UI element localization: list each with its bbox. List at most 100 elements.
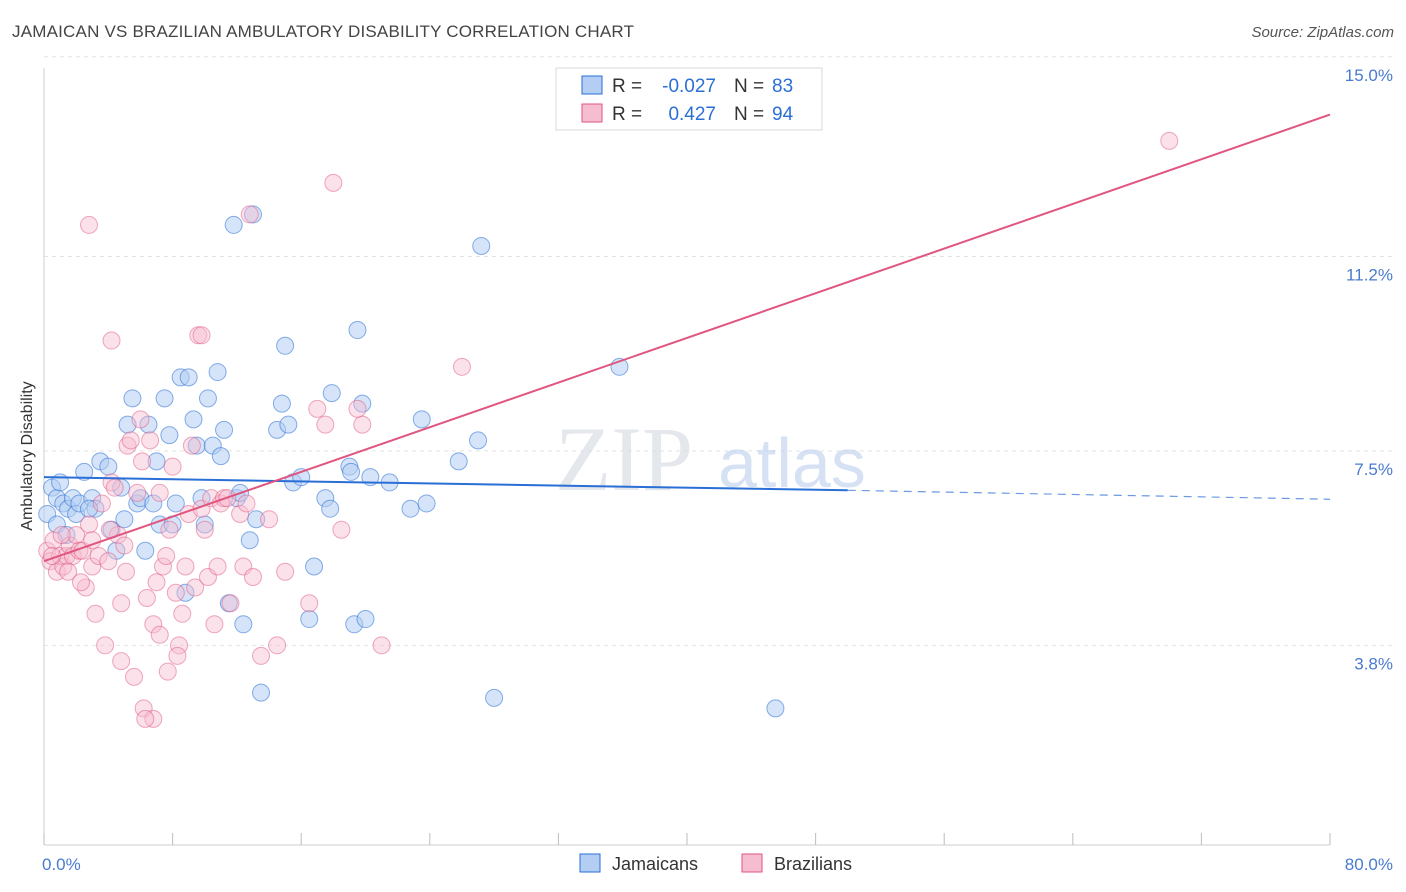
jamaicans-point bbox=[449, 452, 468, 471]
brazilians-point bbox=[147, 573, 166, 592]
jamaicans-point bbox=[342, 462, 361, 481]
jamaicans-point bbox=[176, 583, 195, 602]
brazilians-point bbox=[168, 646, 187, 665]
jamaicans-point bbox=[198, 389, 217, 408]
brazilians-point bbox=[231, 504, 250, 523]
brazilians-point bbox=[128, 483, 147, 502]
brazilians-point bbox=[92, 494, 111, 513]
stats-legend: R = -0.027 N = 83 R = 0.427 N = 94 bbox=[555, 67, 823, 131]
jamaicans-point bbox=[401, 499, 420, 518]
series-legend: Jamaicans Brazilians bbox=[579, 853, 852, 874]
legend-brazilians-label: Brazilians bbox=[774, 854, 852, 874]
brazilians-point bbox=[115, 536, 134, 555]
source-credit: Source: ZipAtlas.com bbox=[1251, 24, 1394, 41]
brazilians-point bbox=[52, 525, 71, 544]
brazilians-point bbox=[141, 431, 160, 450]
brazilians-point bbox=[208, 557, 227, 576]
jamaicans-point bbox=[99, 457, 118, 476]
jamaicans-point bbox=[75, 462, 94, 481]
legend-jamaicans-label: Jamaicans bbox=[612, 854, 698, 874]
x-ticks bbox=[43, 833, 1331, 845]
jamaicans-trend-line bbox=[43, 476, 848, 492]
legend-brazilians-swatch bbox=[741, 853, 763, 873]
jamaicans-point bbox=[469, 431, 488, 450]
brazilians-point bbox=[243, 568, 262, 587]
y-tick-labels: 3.8% 7.5% 11.2% 15.0% bbox=[1345, 66, 1393, 674]
x-tick-label-min: 0.0% bbox=[42, 855, 81, 874]
brazilians-point bbox=[150, 483, 169, 502]
legend-jamaicans-swatch bbox=[579, 853, 601, 873]
jamaicans-point bbox=[485, 688, 504, 707]
jamaicans-point bbox=[147, 452, 166, 471]
brazilians-point bbox=[112, 594, 131, 613]
brazilians-point bbox=[182, 436, 201, 455]
jamaicans-point bbox=[322, 384, 341, 403]
brazilians-point bbox=[260, 510, 279, 529]
jamaicans-point bbox=[195, 515, 214, 534]
brazilians-point bbox=[150, 625, 169, 644]
trend-lines bbox=[43, 113, 1331, 563]
brazilians-point bbox=[136, 709, 155, 728]
jamaicans-point bbox=[234, 615, 253, 634]
brazilians-point bbox=[86, 604, 105, 623]
brazilians-point bbox=[131, 410, 150, 429]
jamaicans-point bbox=[472, 236, 491, 255]
jamaicans-point bbox=[321, 499, 340, 518]
jamaicans-point bbox=[305, 557, 324, 576]
brazilians-point bbox=[332, 520, 351, 539]
chart-title: JAMAICAN VS BRAZILIAN AMBULATORY DISABIL… bbox=[12, 22, 635, 41]
jamaicans-r-label: R = bbox=[612, 76, 647, 97]
jamaicans-point bbox=[115, 510, 134, 529]
brazilians-point bbox=[137, 589, 156, 608]
brazilians-trend-line bbox=[43, 113, 1331, 563]
brazilians-point bbox=[452, 357, 471, 376]
brazilians-r-value: 0.427 bbox=[668, 104, 716, 125]
brazilians-n-value: 94 bbox=[772, 104, 794, 125]
jamaicans-point bbox=[184, 410, 203, 429]
brazilians-point bbox=[83, 557, 102, 576]
brazilians-point bbox=[240, 205, 259, 224]
brazilians-point bbox=[1160, 131, 1179, 150]
jamaicans-point bbox=[276, 336, 295, 355]
brazilians-point bbox=[160, 520, 179, 539]
jamaicans-point bbox=[211, 447, 230, 466]
brazilians-point bbox=[76, 578, 95, 597]
brazilians-point bbox=[252, 646, 271, 665]
brazilians-point bbox=[324, 173, 343, 192]
watermark: ZIP atlas bbox=[555, 408, 866, 510]
jamaicans-point bbox=[300, 610, 319, 629]
brazilians-point bbox=[221, 594, 240, 613]
brazilians-point bbox=[83, 531, 102, 550]
y-tick-label: 3.8% bbox=[1354, 654, 1393, 673]
jamaicans-n-value: 83 bbox=[772, 76, 793, 97]
brazilians-point bbox=[67, 525, 86, 544]
jamaicans-point bbox=[215, 420, 234, 439]
jamaicans-point bbox=[353, 394, 372, 413]
brazilians-r-label: R = bbox=[612, 104, 647, 125]
jamaicans-point bbox=[272, 394, 291, 413]
brazilians-point bbox=[121, 431, 140, 450]
brazilians-point bbox=[89, 546, 108, 565]
brazilians-point bbox=[59, 562, 78, 581]
gridlines bbox=[44, 56, 1394, 646]
jamaicans-point bbox=[766, 699, 785, 718]
brazilians-point bbox=[157, 546, 176, 565]
brazilians-point bbox=[308, 399, 327, 418]
jamaicans-r-value: -0.027 bbox=[662, 76, 716, 97]
jamaicans-point bbox=[160, 426, 179, 445]
brazilians-point bbox=[166, 583, 185, 602]
brazilians-point bbox=[118, 436, 137, 455]
brazilians-point bbox=[80, 215, 99, 234]
brazilians-n-label: N = bbox=[734, 104, 769, 125]
brazilians-point bbox=[276, 562, 295, 581]
brazilians-point bbox=[237, 494, 256, 513]
brazilians-point bbox=[125, 667, 144, 686]
jamaicans-point bbox=[279, 415, 298, 434]
brazilians-point bbox=[192, 326, 211, 345]
jamaicans-point bbox=[155, 389, 174, 408]
brazilians-point bbox=[205, 615, 224, 634]
jamaicans-point bbox=[348, 321, 367, 340]
brazilians-point bbox=[300, 594, 319, 613]
jamaicans-trend-extension bbox=[847, 489, 1331, 500]
